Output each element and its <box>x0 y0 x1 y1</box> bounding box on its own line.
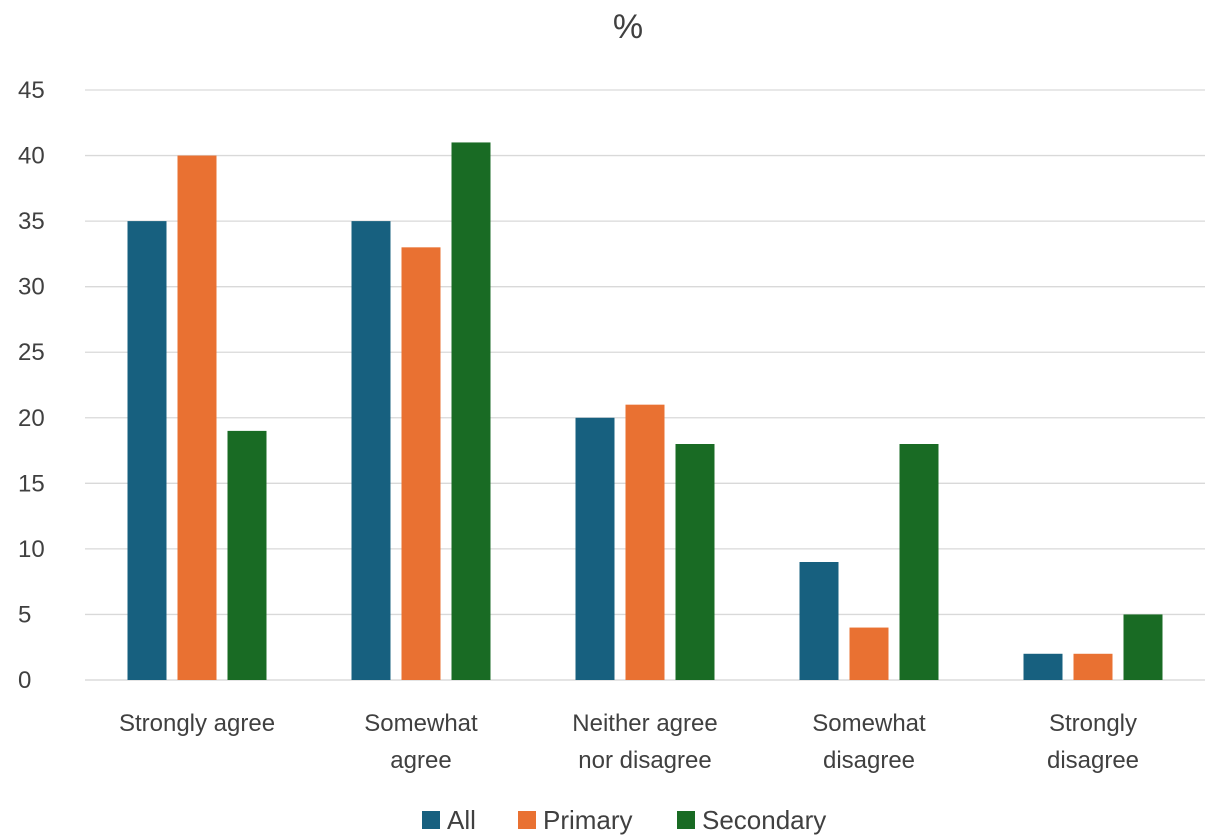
x-axis-labels: Strongly agree Somewhat agree Neither agree… <box>119 710 1139 774</box>
legend-swatch-all <box>422 811 440 829</box>
bar-all-0 <box>127 221 167 680</box>
bars <box>127 142 1163 681</box>
bar-primary-0 <box>177 155 217 681</box>
bar-secondary-2 <box>675 444 715 680</box>
y-tick-label: 25 <box>18 339 45 366</box>
y-tick-label: 10 <box>18 536 45 563</box>
bar-secondary-1 <box>451 142 491 680</box>
y-tick-label: 35 <box>18 208 45 235</box>
y-tick-label: 45 <box>18 77 45 104</box>
x-category-label: Somewhat disagree <box>812 710 926 774</box>
bar-primary-4 <box>1073 653 1113 680</box>
bar-all-2 <box>575 417 615 680</box>
bar-all-3 <box>799 562 839 680</box>
legend-swatch-secondary <box>677 811 695 829</box>
legend-label-all: All <box>447 805 476 835</box>
bar-secondary-4 <box>1123 614 1163 680</box>
x-category-label: Somewhat agree <box>364 710 478 774</box>
x-category-label: Neither agree nor disagree <box>572 710 717 774</box>
bar-primary-2 <box>625 404 665 680</box>
y-tick-label: 15 <box>18 470 45 497</box>
y-tick-label: 40 <box>18 143 45 170</box>
bar-secondary-0 <box>227 430 267 680</box>
bar-secondary-3 <box>899 444 939 680</box>
bar-all-4 <box>1023 653 1063 680</box>
y-axis-ticks: 0 5 10 15 20 25 30 35 40 45 <box>18 77 45 694</box>
y-tick-label: 20 <box>18 405 45 432</box>
y-tick-label: 30 <box>18 274 45 301</box>
chart-title: % <box>613 8 643 46</box>
x-category-label: Strongly agree <box>119 710 275 737</box>
bar-primary-3 <box>849 627 889 680</box>
legend-label-secondary: Secondary <box>702 805 826 835</box>
legend-swatch-primary <box>518 811 536 829</box>
legend-label-primary: Primary <box>543 805 633 835</box>
legend: All Primary Secondary <box>422 805 826 835</box>
bar-primary-1 <box>401 247 441 681</box>
bar-all-1 <box>351 221 391 680</box>
y-tick-label: 0 <box>18 667 31 694</box>
x-category-label: Strongly disagree <box>1047 710 1139 774</box>
y-tick-label: 5 <box>18 601 31 628</box>
